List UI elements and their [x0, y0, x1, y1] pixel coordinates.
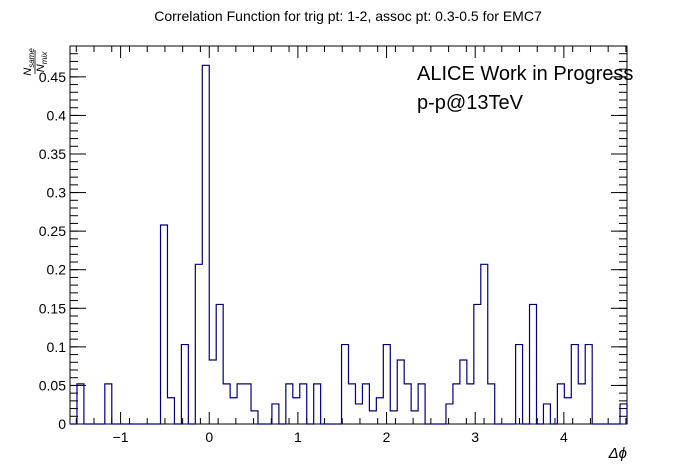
y-axis-label: Nsame Nmix	[22, 48, 49, 76]
histogram-bin	[453, 384, 460, 424]
histogram-bin	[300, 384, 307, 424]
svg-text:Nsame: Nsame	[22, 48, 36, 76]
histogram-outline	[70, 64, 628, 425]
histogram-bin	[209, 360, 216, 424]
plot-frame	[69, 45, 628, 425]
histogram-bin	[390, 411, 397, 424]
histogram-bin	[355, 404, 362, 424]
histogram-bin	[467, 384, 474, 424]
y-tick-label: 0.4	[47, 107, 67, 123]
histogram-bin	[397, 360, 404, 424]
histogram-bin	[530, 304, 537, 424]
histogram-bin	[404, 384, 411, 424]
histogram-bin	[516, 345, 523, 424]
x-tick-label: 1	[294, 429, 302, 445]
x-tick-label: −1	[113, 429, 129, 445]
histogram-bin	[286, 384, 293, 424]
y-tick-label: 0.35	[39, 146, 66, 162]
y-tick-label: 0.25	[39, 223, 66, 239]
y-tick-label: 0.15	[39, 300, 66, 316]
histogram-bin	[105, 384, 112, 424]
histogram-bin	[342, 345, 349, 424]
y-label-numerator-sub: same	[27, 48, 36, 68]
histogram-bin	[167, 398, 174, 424]
histogram-bin	[369, 411, 376, 424]
annotation-energy: p-p@13TeV	[417, 92, 524, 114]
histogram-bin	[195, 264, 202, 424]
histogram-bin	[237, 384, 244, 424]
histogram-bin	[202, 65, 209, 424]
y-label-denominator: N	[35, 64, 47, 72]
y-label-denominator-sub: mix	[40, 51, 49, 64]
histogram-bin	[557, 384, 564, 424]
y-tick-label: 0.2	[47, 262, 67, 278]
histogram-bin	[244, 384, 251, 424]
x-axis-label: Δϕ	[608, 445, 627, 462]
histogram-bin	[181, 345, 188, 424]
y-tick-label: 0.3	[47, 185, 67, 201]
histogram-bin	[161, 225, 168, 424]
chart-title: Correlation Function for trig pt: 1-2, a…	[154, 8, 542, 24]
histogram-bin	[481, 264, 488, 424]
histogram-bin	[571, 345, 578, 424]
x-tick-label: 4	[560, 429, 568, 445]
x-tick-label: 2	[383, 429, 391, 445]
annotation-alice: ALICE Work in Progress	[417, 63, 633, 85]
histogram-bin	[543, 404, 550, 424]
histogram-bin	[216, 304, 223, 424]
y-tick-label: 0.05	[39, 377, 66, 393]
x-axis-ticks: −1 0 1 2 3 4	[113, 46, 568, 445]
histogram-bin	[362, 384, 369, 424]
histogram-bin	[314, 384, 321, 424]
histogram-bin	[488, 384, 495, 424]
histogram-bin	[77, 384, 84, 424]
histogram-bin	[272, 404, 279, 424]
y-axis-ticks: 0 0.05 0.1 0.15 0.2 0.25 0.3 0.35 0.4 0.45	[39, 69, 627, 432]
x-tick-label: 3	[471, 429, 479, 445]
histogram-bin	[293, 398, 300, 424]
svg-text:Nmix: Nmix	[35, 51, 49, 72]
histogram-bin	[446, 404, 453, 424]
y-label-numerator: N	[22, 68, 34, 76]
histogram-bin	[251, 411, 258, 424]
histogram-bin	[585, 345, 592, 424]
histogram-bin	[474, 304, 481, 424]
y-tick-label: 0.1	[47, 339, 67, 355]
x-tick-label: 0	[205, 429, 213, 445]
y-tick-label: 0.45	[39, 69, 66, 85]
histogram-bin	[349, 384, 356, 424]
histogram-bin	[223, 384, 230, 424]
histogram-bin	[418, 384, 425, 424]
y-tick-label: 0	[58, 416, 66, 432]
histogram-bin	[411, 411, 418, 424]
histogram-bin	[578, 384, 585, 424]
histogram-bin	[460, 360, 467, 424]
histogram	[70, 64, 628, 425]
histogram-bin	[564, 398, 571, 424]
